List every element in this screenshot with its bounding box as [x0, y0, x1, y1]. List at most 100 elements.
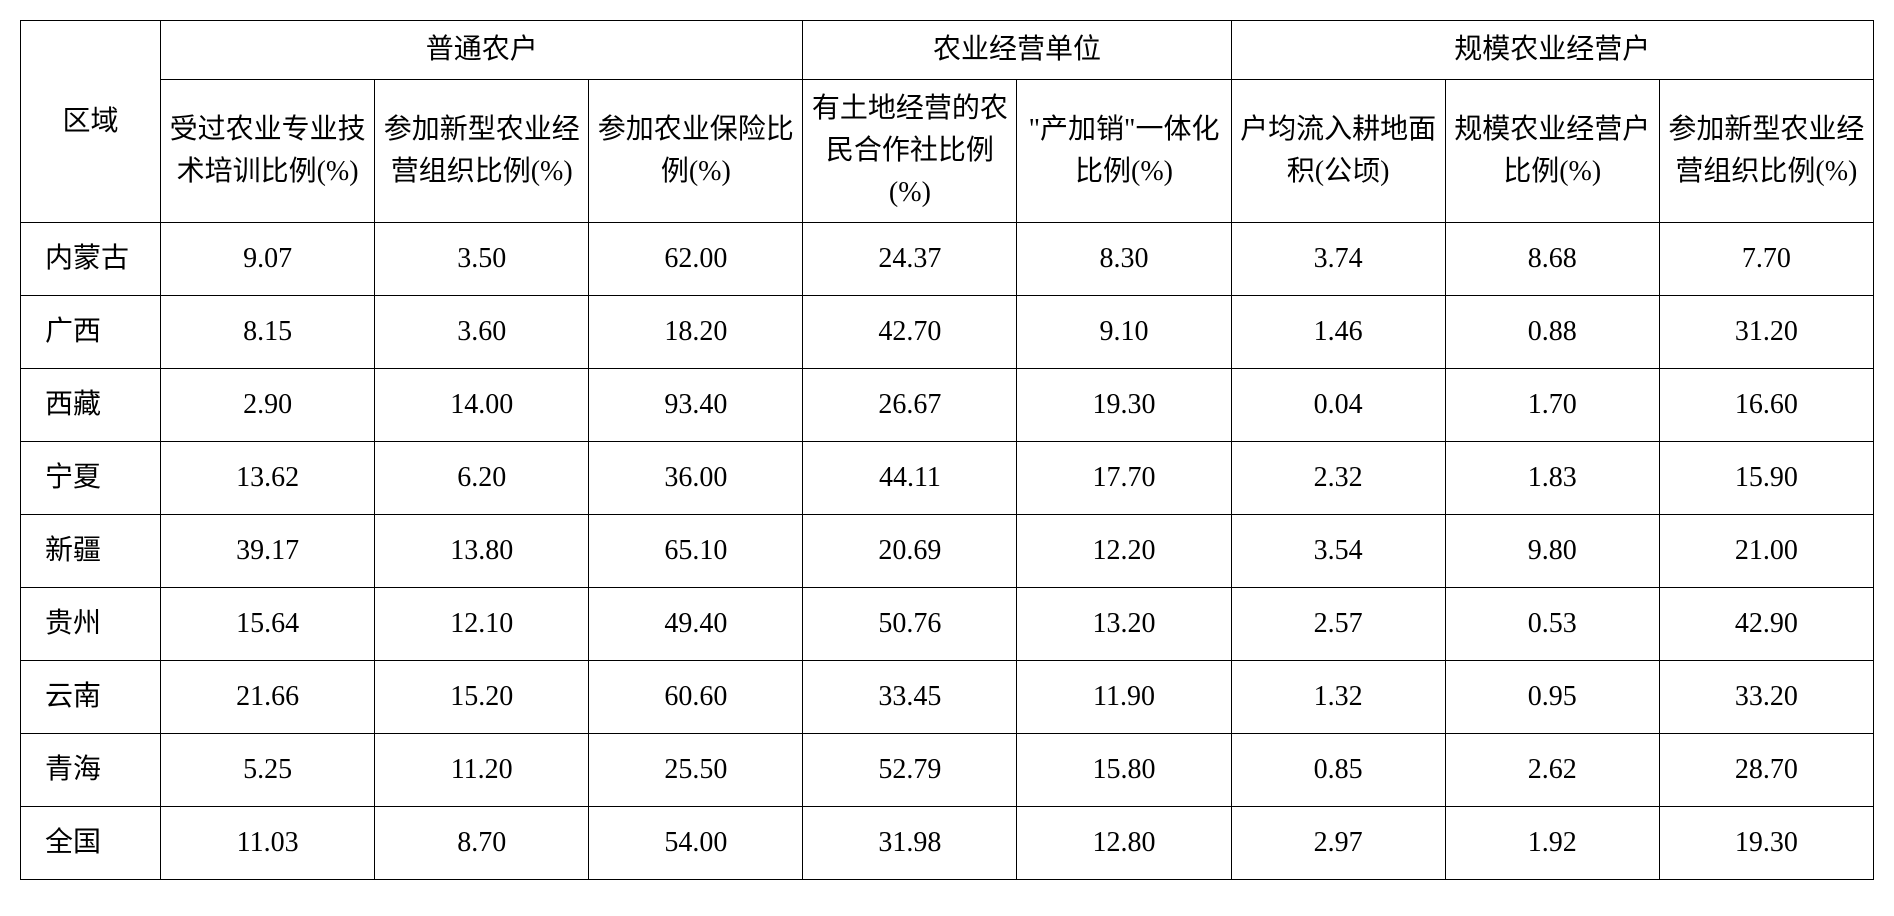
cell: 1.46 [1231, 296, 1445, 369]
cell: 1.83 [1445, 442, 1659, 515]
cell: 54.00 [589, 807, 803, 880]
cell: 8.68 [1445, 223, 1659, 296]
cell: 12.10 [375, 588, 589, 661]
agriculture-statistics-table: 区域 普通农户 农业经营单位 规模农业经营户 受过农业专业技术培训比例(%) 参… [20, 20, 1874, 880]
table-row: 青海 5.25 11.20 25.50 52.79 15.80 0.85 2.6… [21, 734, 1874, 807]
cell: 25.50 [589, 734, 803, 807]
cell: 18.20 [589, 296, 803, 369]
table-row: 云南 21.66 15.20 60.60 33.45 11.90 1.32 0.… [21, 661, 1874, 734]
cell: 26.67 [803, 369, 1017, 442]
cell: 0.53 [1445, 588, 1659, 661]
table-group-header-row: 区域 普通农户 农业经营单位 规模农业经营户 [21, 21, 1874, 80]
region-name: 广西 [21, 296, 161, 369]
cell: 12.20 [1017, 515, 1231, 588]
cell: 20.69 [803, 515, 1017, 588]
cell: 2.90 [161, 369, 375, 442]
cell: 1.92 [1445, 807, 1659, 880]
cell: 6.20 [375, 442, 589, 515]
cell: 2.57 [1231, 588, 1445, 661]
cell: 60.60 [589, 661, 803, 734]
table-row: 全国 11.03 8.70 54.00 31.98 12.80 2.97 1.9… [21, 807, 1874, 880]
table-row: 内蒙古 9.07 3.50 62.00 24.37 8.30 3.74 8.68… [21, 223, 1874, 296]
cell: 24.37 [803, 223, 1017, 296]
cell: 13.80 [375, 515, 589, 588]
cell: 31.20 [1659, 296, 1873, 369]
cell: 31.98 [803, 807, 1017, 880]
cell: 0.85 [1231, 734, 1445, 807]
cell: 8.15 [161, 296, 375, 369]
cell: 49.40 [589, 588, 803, 661]
sub-header-6: 规模农业经营户比例(%) [1445, 80, 1659, 223]
cell: 11.20 [375, 734, 589, 807]
region-name: 新疆 [21, 515, 161, 588]
sub-header-7: 参加新型农业经营组织比例(%) [1659, 80, 1873, 223]
cell: 13.62 [161, 442, 375, 515]
cell: 19.30 [1659, 807, 1873, 880]
region-name: 全国 [21, 807, 161, 880]
sub-header-5: 户均流入耕地面积(公顷) [1231, 80, 1445, 223]
cell: 0.04 [1231, 369, 1445, 442]
cell: 93.40 [589, 369, 803, 442]
cell: 11.90 [1017, 661, 1231, 734]
table-row: 广西 8.15 3.60 18.20 42.70 9.10 1.46 0.88 … [21, 296, 1874, 369]
cell: 19.30 [1017, 369, 1231, 442]
cell: 0.95 [1445, 661, 1659, 734]
cell: 33.45 [803, 661, 1017, 734]
table-row: 西藏 2.90 14.00 93.40 26.67 19.30 0.04 1.7… [21, 369, 1874, 442]
cell: 15.64 [161, 588, 375, 661]
region-name: 宁夏 [21, 442, 161, 515]
cell: 7.70 [1659, 223, 1873, 296]
cell: 2.62 [1445, 734, 1659, 807]
cell: 36.00 [589, 442, 803, 515]
group-header-ordinary-farmers: 普通农户 [161, 21, 803, 80]
cell: 21.66 [161, 661, 375, 734]
cell: 65.10 [589, 515, 803, 588]
region-name: 西藏 [21, 369, 161, 442]
table-row: 新疆 39.17 13.80 65.10 20.69 12.20 3.54 9.… [21, 515, 1874, 588]
sub-header-0: 受过农业专业技术培训比例(%) [161, 80, 375, 223]
cell: 1.70 [1445, 369, 1659, 442]
cell: 14.00 [375, 369, 589, 442]
cell: 3.60 [375, 296, 589, 369]
cell: 11.03 [161, 807, 375, 880]
cell: 12.80 [1017, 807, 1231, 880]
group-header-scale-farmers: 规模农业经营户 [1231, 21, 1873, 80]
region-name: 云南 [21, 661, 161, 734]
cell: 44.11 [803, 442, 1017, 515]
cell: 42.70 [803, 296, 1017, 369]
table-body: 内蒙古 9.07 3.50 62.00 24.37 8.30 3.74 8.68… [21, 223, 1874, 880]
cell: 39.17 [161, 515, 375, 588]
region-name: 青海 [21, 734, 161, 807]
cell: 16.60 [1659, 369, 1873, 442]
table-row: 宁夏 13.62 6.20 36.00 44.11 17.70 2.32 1.8… [21, 442, 1874, 515]
cell: 52.79 [803, 734, 1017, 807]
cell: 15.20 [375, 661, 589, 734]
cell: 9.10 [1017, 296, 1231, 369]
cell: 3.54 [1231, 515, 1445, 588]
table-row: 贵州 15.64 12.10 49.40 50.76 13.20 2.57 0.… [21, 588, 1874, 661]
sub-header-4: "产加销"一体化比例(%) [1017, 80, 1231, 223]
table-sub-header-row: 受过农业专业技术培训比例(%) 参加新型农业经营组织比例(%) 参加农业保险比例… [21, 80, 1874, 223]
region-name: 内蒙古 [21, 223, 161, 296]
cell: 8.70 [375, 807, 589, 880]
cell: 3.74 [1231, 223, 1445, 296]
region-header: 区域 [21, 21, 161, 223]
cell: 62.00 [589, 223, 803, 296]
cell: 21.00 [1659, 515, 1873, 588]
cell: 5.25 [161, 734, 375, 807]
cell: 15.80 [1017, 734, 1231, 807]
cell: 50.76 [803, 588, 1017, 661]
cell: 0.88 [1445, 296, 1659, 369]
cell: 8.30 [1017, 223, 1231, 296]
cell: 28.70 [1659, 734, 1873, 807]
sub-header-1: 参加新型农业经营组织比例(%) [375, 80, 589, 223]
region-name: 贵州 [21, 588, 161, 661]
cell: 13.20 [1017, 588, 1231, 661]
cell: 9.07 [161, 223, 375, 296]
sub-header-3: 有土地经营的农民合作社比例(%) [803, 80, 1017, 223]
cell: 2.32 [1231, 442, 1445, 515]
cell: 1.32 [1231, 661, 1445, 734]
cell: 42.90 [1659, 588, 1873, 661]
cell: 33.20 [1659, 661, 1873, 734]
sub-header-2: 参加农业保险比例(%) [589, 80, 803, 223]
